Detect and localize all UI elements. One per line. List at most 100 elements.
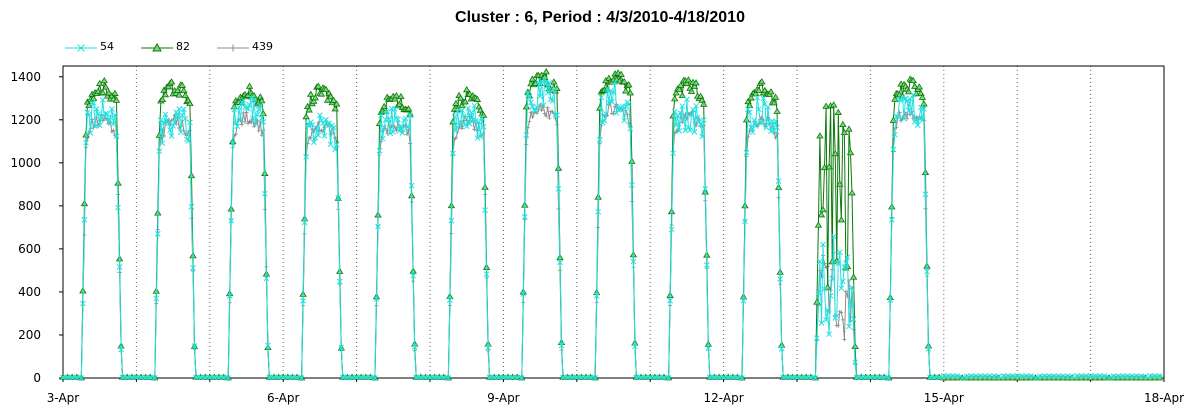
data-point-54 <box>835 260 842 267</box>
data-point-82 <box>758 78 766 85</box>
data-point-54 <box>849 284 855 291</box>
data-point-54 <box>525 90 531 97</box>
data-point-54 <box>313 125 320 132</box>
data-point-54 <box>307 119 314 125</box>
data-point-82 <box>816 132 824 139</box>
data-point-54 <box>254 111 261 118</box>
data-point-54 <box>258 115 265 121</box>
data-point-54 <box>632 343 638 350</box>
x-tick-label: 18-Apr <box>1144 391 1184 405</box>
data-point-54 <box>1138 373 1144 379</box>
data-point-54 <box>740 297 747 304</box>
data-point-54 <box>743 149 750 156</box>
data-point-54 <box>398 123 404 129</box>
data-point-54 <box>919 117 926 124</box>
data-point-54 <box>164 117 170 124</box>
data-point-54 <box>638 374 644 381</box>
data-point-82 <box>85 101 93 108</box>
data-point-54 <box>760 95 767 102</box>
data-point-54 <box>229 140 236 146</box>
data-point-439 <box>843 289 848 294</box>
data-point-54 <box>246 102 253 108</box>
data-point-439 <box>836 323 841 328</box>
data-point-54 <box>486 374 493 381</box>
data-point-54 <box>303 153 309 160</box>
data-point-54 <box>89 99 95 106</box>
data-point-54 <box>161 119 167 126</box>
data-point-54 <box>725 374 732 381</box>
data-point-54 <box>925 345 932 352</box>
data-point-54 <box>931 374 938 381</box>
data-point-54 <box>840 278 846 285</box>
data-point-54 <box>676 127 683 134</box>
data-point-54 <box>471 102 478 109</box>
data-point-54 <box>538 78 545 85</box>
data-point-82 <box>473 95 482 102</box>
data-point-54 <box>376 147 383 154</box>
data-point-54 <box>378 112 384 119</box>
data-point-54 <box>518 375 525 381</box>
data-point-54 <box>391 106 398 112</box>
series-line-82 <box>63 71 1163 379</box>
data-point-54 <box>817 258 823 265</box>
data-point-439 <box>472 127 477 132</box>
data-point-54 <box>453 127 459 133</box>
data-point-54 <box>109 106 115 112</box>
data-point-54 <box>752 123 759 129</box>
data-point-54 <box>335 194 342 201</box>
data-point-54 <box>754 94 761 101</box>
data-point-439 <box>544 113 549 118</box>
data-point-54 <box>593 292 600 299</box>
data-point-54 <box>191 343 198 349</box>
data-point-54 <box>818 320 825 326</box>
data-point-54 <box>890 146 897 153</box>
legend-label-82: 82 <box>176 40 190 53</box>
data-point-54 <box>680 116 687 123</box>
data-point-82 <box>692 79 700 86</box>
data-point-439 <box>453 135 458 140</box>
data-point-54 <box>534 104 540 111</box>
data-point-54 <box>480 123 487 130</box>
data-point-54 <box>107 114 114 121</box>
data-point-82 <box>164 83 173 90</box>
data-point-54 <box>445 375 452 381</box>
data-point-82 <box>831 150 839 157</box>
data-point-54 <box>225 375 232 381</box>
data-point-54 <box>537 93 543 100</box>
data-point-54 <box>231 106 238 113</box>
data-point-82 <box>155 131 164 138</box>
data-point-54 <box>450 150 456 157</box>
data-point-54 <box>896 97 903 103</box>
y-tick-label: 1400 <box>10 70 41 84</box>
data-point-82 <box>819 206 827 213</box>
data-point-54 <box>836 249 843 256</box>
data-point-82 <box>672 89 680 96</box>
data-point-82 <box>840 128 849 136</box>
data-point-54 <box>1115 373 1121 379</box>
data-point-439 <box>334 139 339 144</box>
data-point-54 <box>815 289 822 296</box>
data-point-54 <box>485 344 491 351</box>
data-point-82 <box>458 101 466 109</box>
y-tick-label: 200 <box>18 328 41 342</box>
data-point-82 <box>175 91 183 98</box>
data-point-82 <box>245 82 254 89</box>
data-point-82 <box>186 99 194 107</box>
data-point-54 <box>385 116 392 122</box>
data-point-54 <box>96 122 103 129</box>
data-point-54 <box>780 374 787 381</box>
data-point-439 <box>530 115 535 120</box>
data-point-54 <box>541 77 548 83</box>
data-point-54 <box>202 374 209 381</box>
data-point-82 <box>329 96 338 103</box>
data-point-54 <box>185 138 192 144</box>
data-point-54 <box>812 375 819 381</box>
data-point-54 <box>945 372 952 379</box>
data-point-54 <box>1037 373 1043 379</box>
data-point-54 <box>118 346 124 353</box>
data-point-54 <box>995 373 1002 380</box>
data-point-54 <box>535 79 542 86</box>
data-point-54 <box>509 374 516 381</box>
data-point-54 <box>128 374 135 381</box>
data-point-439 <box>842 337 847 342</box>
